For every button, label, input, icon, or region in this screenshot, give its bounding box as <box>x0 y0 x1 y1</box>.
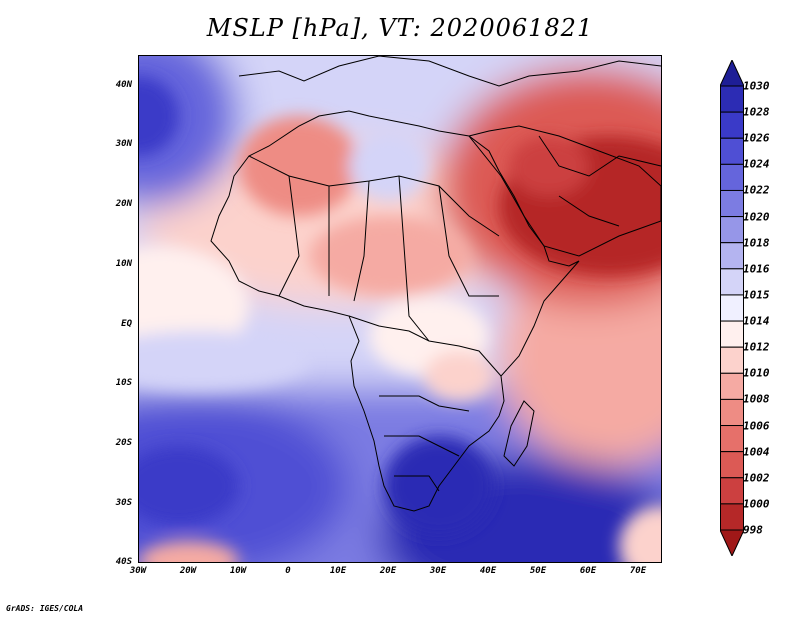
border-10 <box>394 475 440 492</box>
map-title: MSLP [hPa], VT: 2020061821 <box>206 14 594 42</box>
lon-label: 30W <box>129 566 147 576</box>
lat-label: EQ <box>121 319 132 329</box>
colorbar-tick-label: 1024 <box>743 157 770 171</box>
colorbar-tick-label: 1010 <box>743 366 770 380</box>
colorbar-box <box>720 85 744 113</box>
border-1 <box>248 155 500 237</box>
lon-label: 40E <box>479 566 497 576</box>
lat-label: 20N <box>115 199 132 209</box>
africa-coastline <box>210 110 580 512</box>
lon-label: 70E <box>629 566 647 576</box>
colorbar-tick-label: 1004 <box>743 445 770 459</box>
colorbar-tick-label: 1000 <box>743 497 770 511</box>
footer-credit: GrADS: IGES/COLA <box>6 604 84 613</box>
lat-label: 40N <box>115 80 132 90</box>
madagascar <box>503 400 535 467</box>
lat-label: 30S <box>115 498 132 508</box>
lon-label: 10E <box>329 566 347 576</box>
colorbar-tick-label: 1006 <box>743 419 770 433</box>
border-5 <box>398 175 430 342</box>
colorbar-box <box>720 137 744 165</box>
lon-label: 10W <box>229 566 247 576</box>
colorbar-box <box>720 163 744 191</box>
lon-label: 0 <box>285 566 291 576</box>
colorbar-box <box>720 451 744 479</box>
colorbar-box <box>720 477 744 505</box>
colorbar-tick-label: 1002 <box>743 471 770 485</box>
colorbar-tick-label: 1028 <box>743 105 770 119</box>
colorbar-box <box>720 216 744 244</box>
colorbar-tick-label: 1018 <box>743 236 770 250</box>
colorbar-box <box>720 111 744 139</box>
europe-coast <box>238 56 661 87</box>
lat-label: 10S <box>115 378 132 388</box>
colorbar-box <box>720 398 744 427</box>
colorbar-tick-label: 1026 <box>743 131 770 145</box>
colorbar-box <box>720 268 744 296</box>
border-3 <box>353 180 370 302</box>
coastline-layer <box>210 56 661 512</box>
colorbar-tick-label: 1008 <box>743 392 770 406</box>
colorbar-tick-label: 1014 <box>743 314 770 328</box>
pressure-map <box>138 55 662 563</box>
lon-label: 50E <box>529 566 547 576</box>
lon-label: 30E <box>429 566 447 576</box>
border-8 <box>379 395 470 412</box>
border-11 <box>558 195 620 227</box>
lat-label: 40S <box>115 557 132 567</box>
colorbar-bottom-arrow <box>720 529 744 556</box>
colorbar-tick-label: 1022 <box>743 183 770 197</box>
border-7 <box>348 315 502 377</box>
border-6 <box>438 185 499 297</box>
colorbar-top-arrow <box>720 60 744 87</box>
colorbar-box <box>720 503 744 531</box>
lon-label: 20W <box>179 566 197 576</box>
colorbar-tick-label: 1012 <box>743 340 770 354</box>
lat-label: 20S <box>115 438 132 448</box>
colorbar-tick-label: 1015 <box>743 288 770 302</box>
lon-label: 60E <box>579 566 597 576</box>
lat-label: 30N <box>115 139 132 149</box>
colorbar-box <box>720 189 744 218</box>
colorbar <box>720 60 744 556</box>
colorbar-tick-label: 1030 <box>743 79 770 93</box>
colorbar-tick-label: 1020 <box>743 210 770 224</box>
lat-label: 10N <box>115 259 132 269</box>
colorbar-box <box>720 320 744 348</box>
border-9 <box>384 435 460 457</box>
colorbar-box <box>720 294 744 322</box>
colorbar-box <box>720 372 744 400</box>
lon-label: 20E <box>379 566 397 576</box>
border-12 <box>538 135 661 177</box>
colorbar-box <box>720 425 744 453</box>
colorbar-box <box>720 346 744 374</box>
colorbar-tick-label: 998 <box>743 523 763 537</box>
colorbar-box <box>720 242 744 270</box>
arabian-peninsula <box>468 125 661 257</box>
colorbar-tick-label: 1016 <box>743 262 770 276</box>
border-2 <box>278 175 300 297</box>
